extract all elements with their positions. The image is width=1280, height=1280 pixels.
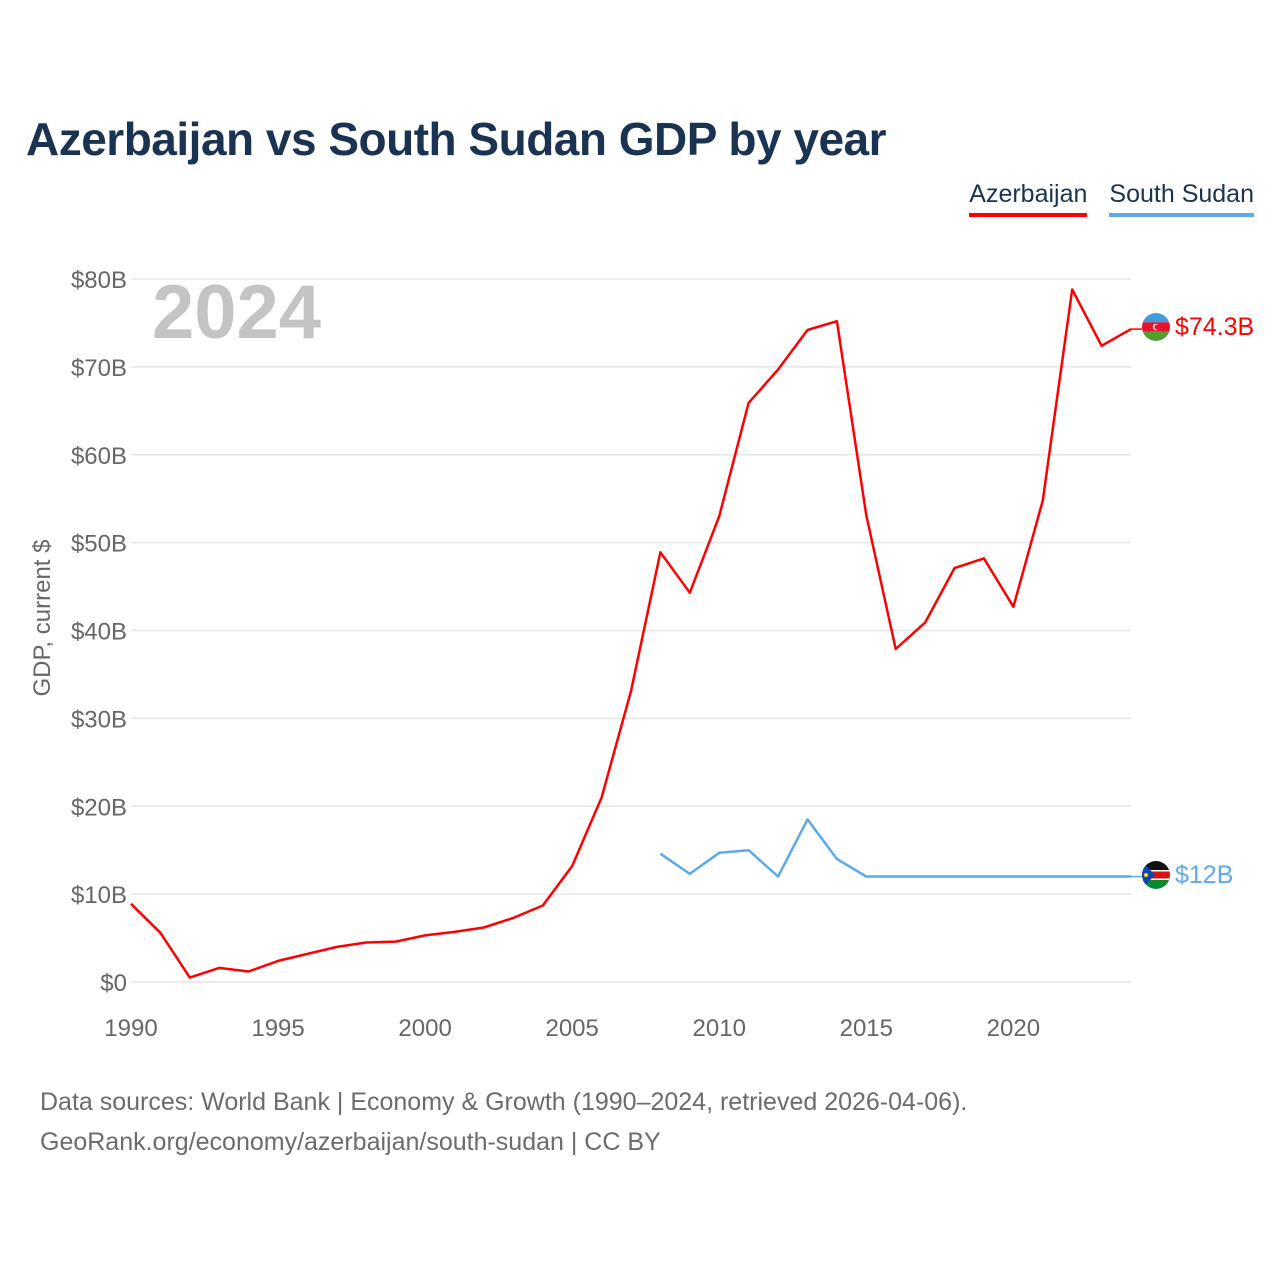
south-sudan-end-value-label: $12B: [1175, 861, 1233, 889]
legend-item-south-sudan[interactable]: South Sudan: [1109, 180, 1254, 217]
south-sudan-flag-icon: [1142, 861, 1170, 889]
y-tick-label: $10B: [71, 882, 127, 909]
y-tick-label: $70B: [71, 355, 127, 382]
y-axis-ticks: $0 $10B $20B $30B $40B $50B $60B $70B $80B: [71, 267, 127, 997]
x-tick-label: 2015: [840, 1015, 893, 1042]
x-axis-ticks: 1990 1995 2000 2005 2010 2015 2020: [104, 1015, 1040, 1042]
gridlines: [131, 278, 1131, 983]
azerbaijan-flag-icon: [1142, 313, 1170, 341]
x-tick-label: 1995: [251, 1015, 304, 1042]
y-tick-label: $80B: [71, 267, 127, 294]
azerbaijan-series-line: [130, 288, 1132, 979]
legend: Azerbaijan South Sudan: [969, 180, 1254, 217]
y-tick-label: $40B: [71, 619, 127, 646]
gdp-line-chart: $0$10B$20B$30B$40B$50B$60B$70B$80B 1990 1…: [29, 267, 1254, 1042]
legend-item-azerbaijan[interactable]: Azerbaijan: [969, 180, 1088, 217]
x-tick-label: 2005: [545, 1015, 598, 1042]
year-watermark: 2024: [152, 270, 321, 355]
y-tick-label: $20B: [71, 794, 127, 821]
azerbaijan-end-value-label: $74.3B: [1175, 313, 1254, 341]
x-tick-label: 2020: [987, 1015, 1040, 1042]
y-axis-label: GDP, current $: [29, 540, 56, 697]
data-sources-text: Data sources: World Bank | Economy & Gro…: [40, 1088, 968, 1116]
south-sudan-series-line: [659, 818, 1131, 878]
credit-link[interactable]: GeoRank.org/economy/azerbaijan/south-sud…: [40, 1128, 661, 1156]
y-tick-label: $0: [100, 970, 127, 997]
x-tick-label: 2000: [398, 1015, 451, 1042]
footer: Data sources: World Bank | Economy & Gro…: [40, 1082, 967, 1162]
y-tick-label: $60B: [71, 443, 127, 470]
page-title: Azerbaijan vs South Sudan GDP by year: [26, 113, 887, 165]
series-lines: [130, 288, 1142, 979]
x-tick-label: 1990: [104, 1015, 157, 1042]
x-tick-label: 2010: [693, 1015, 746, 1042]
y-tick-label: $50B: [71, 531, 127, 558]
y-tick-label: $30B: [71, 706, 127, 733]
